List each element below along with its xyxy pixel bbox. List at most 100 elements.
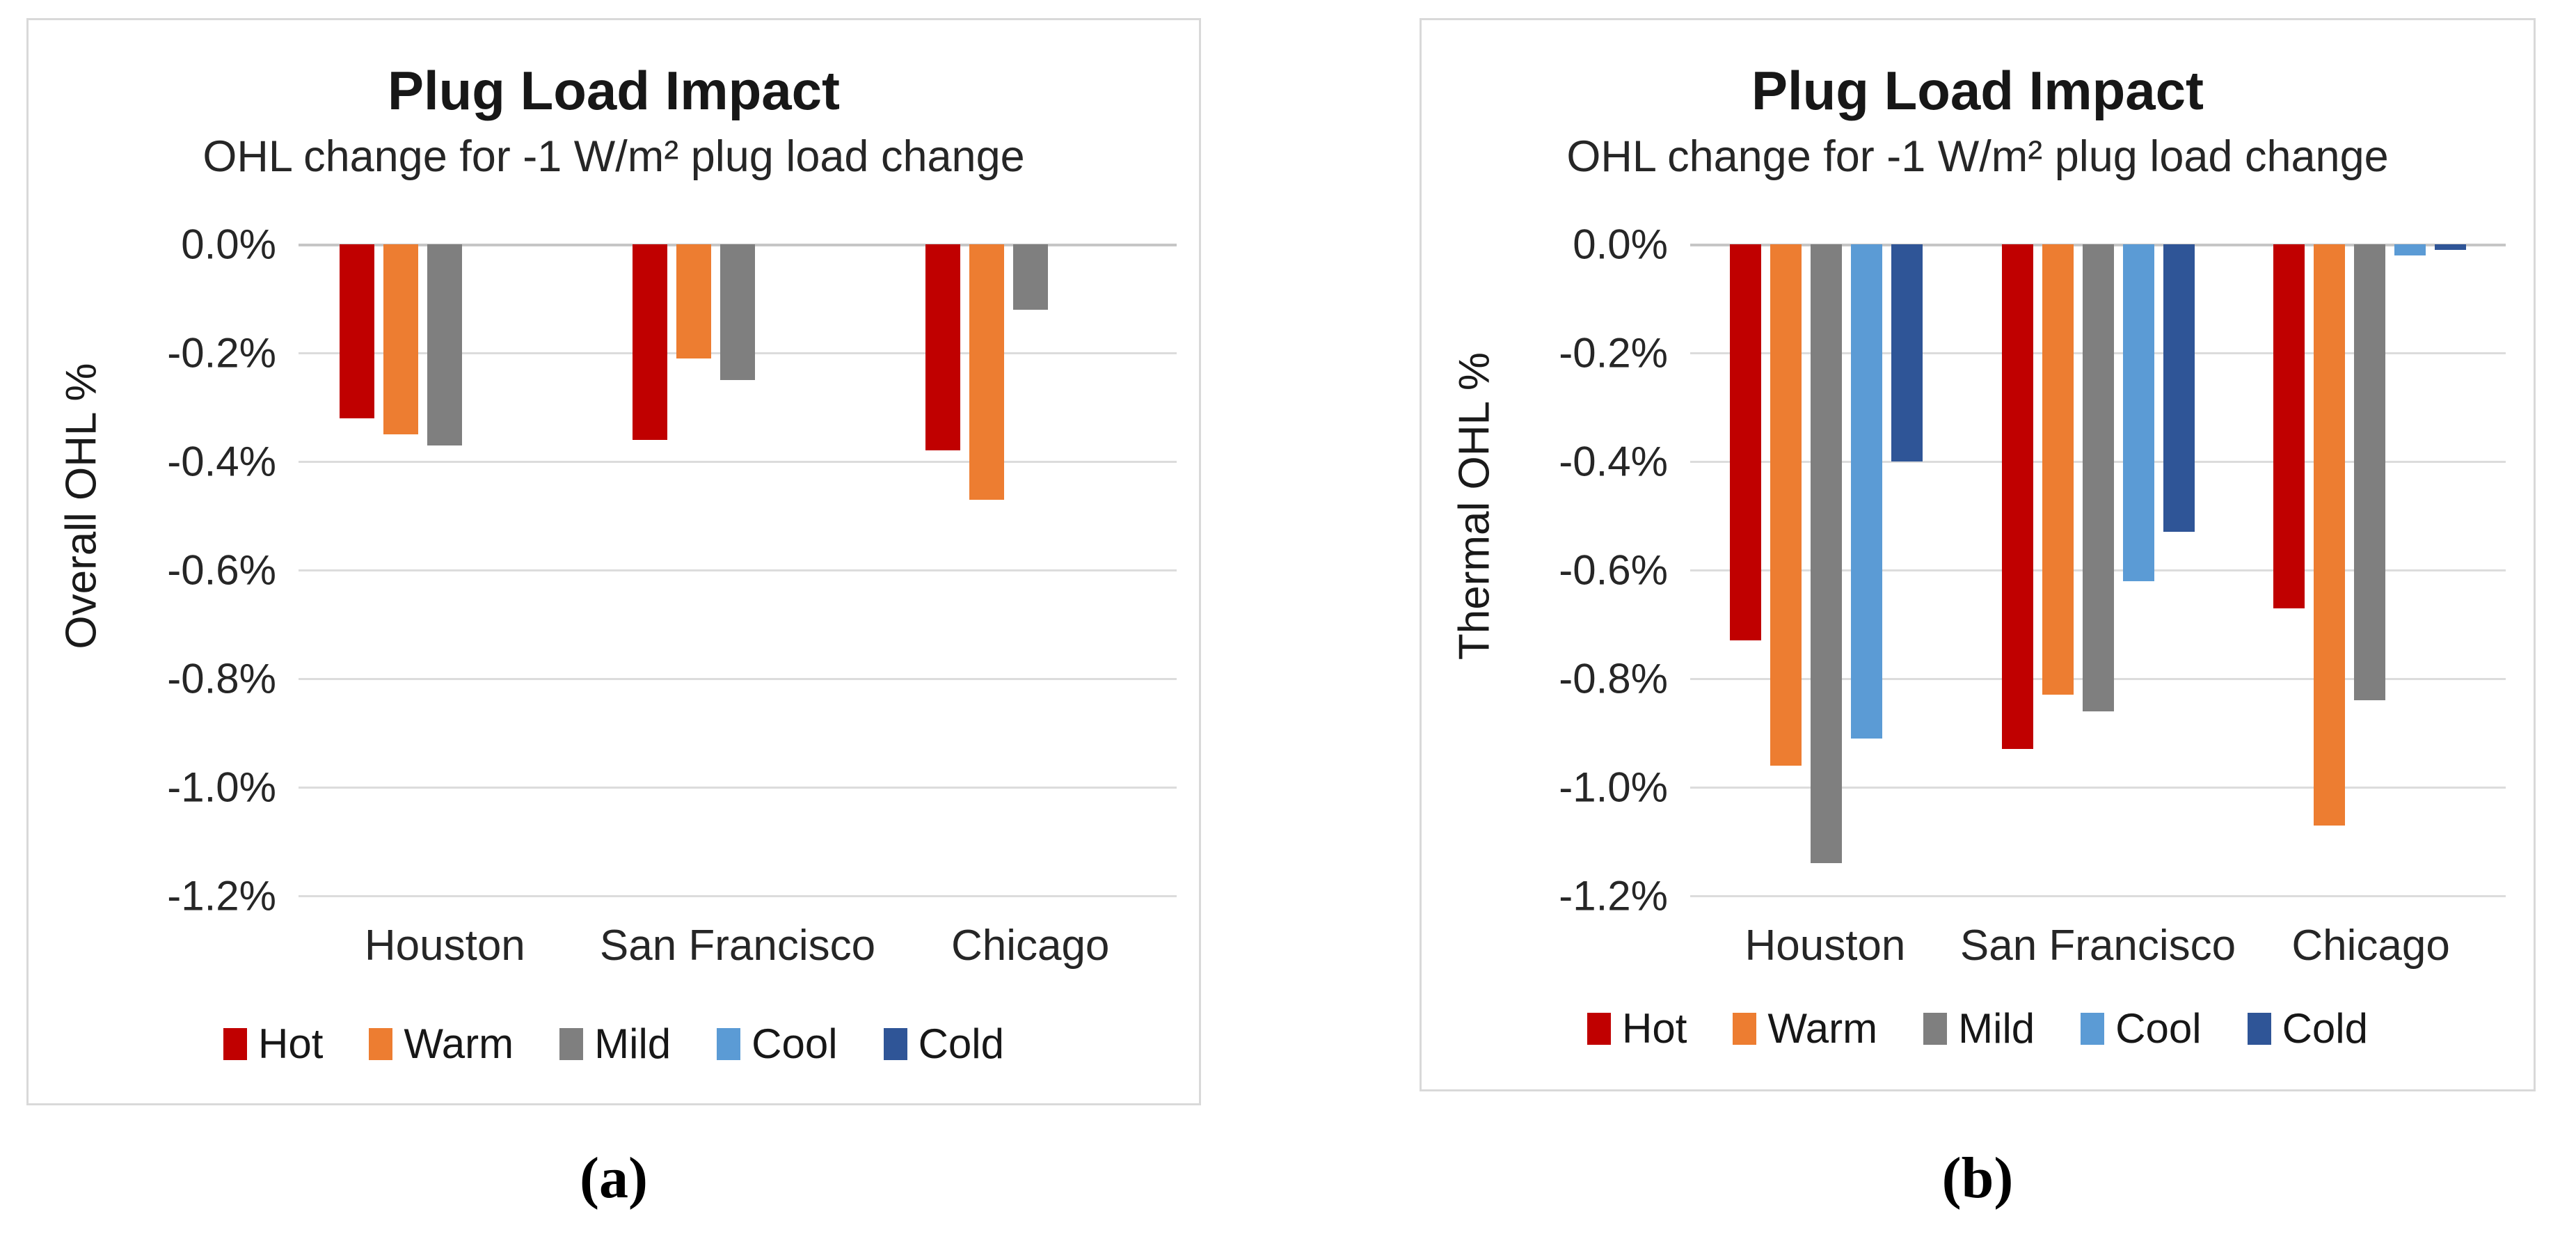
legend-label: Warm xyxy=(404,1020,514,1067)
legend-item-cold: Cold xyxy=(883,1020,1004,1068)
y-axis-title: Overall OHL % xyxy=(57,363,106,649)
legend-label: Cold xyxy=(2282,1005,2368,1052)
legend-swatch-icon xyxy=(223,1027,248,1060)
y-tick-label: -1.2% xyxy=(1559,872,1668,920)
y-tick-label: -0.6% xyxy=(167,546,276,594)
y-axis-title: Thermal OHL % xyxy=(1450,352,1499,661)
gridline xyxy=(299,461,1177,463)
plot-area: 0.0% -0.2% -0.4% -0.6% -0.8% -1.0% -1.2% Housto… xyxy=(1559,221,2506,970)
x-category-label: San Francisco xyxy=(1959,922,2236,970)
y-tick-label: 0.0% xyxy=(181,221,276,268)
bar-mild xyxy=(1810,244,1842,863)
y-tick-label: -0.4% xyxy=(167,438,276,485)
y-tick-label: -0.8% xyxy=(1559,655,1668,702)
y-tick-label: -0.8% xyxy=(167,655,276,702)
legend-item-cool: Cool xyxy=(717,1020,838,1068)
bar-hot xyxy=(925,244,960,450)
legend-item-warm: Warm xyxy=(1733,1004,1877,1052)
legend-label: Hot xyxy=(1622,1005,1687,1052)
legend: Hot Warm Mild Cool Cold xyxy=(1422,1004,2534,1052)
bar-cool xyxy=(2394,244,2426,255)
bar-warm xyxy=(383,244,419,434)
bar-hot xyxy=(633,244,667,440)
legend-swatch-icon xyxy=(369,1027,393,1060)
legend-swatch-icon xyxy=(2247,1012,2271,1045)
legend-item-hot: Hot xyxy=(1587,1004,1687,1052)
legend-item-cool: Cool xyxy=(2081,1004,2202,1052)
chart-title: Plug Load Impact xyxy=(387,60,841,121)
legend-swatch-icon xyxy=(717,1027,741,1060)
x-axis-labels: Houston San Francisco Chicago xyxy=(1690,921,2506,970)
chart-subtitle: OHL change for -1 W/m² plug load change xyxy=(202,132,1025,181)
bar-warm xyxy=(1770,244,1802,766)
x-category-label: Houston xyxy=(1744,922,1906,970)
gridline xyxy=(299,787,1177,789)
bar-mild xyxy=(720,244,755,380)
gridline xyxy=(299,895,1177,897)
bar-group-chicago xyxy=(2234,244,2506,896)
bar-hot xyxy=(1729,244,1761,640)
bar-mild xyxy=(2354,244,2386,700)
legend-label: Mild xyxy=(594,1020,671,1067)
chart-panel-a: Plug Load Impact OHL change for -1 W/m² … xyxy=(26,18,1201,1105)
bar-cool xyxy=(2122,244,2154,581)
legend-swatch-icon xyxy=(2081,1012,2105,1045)
bar-warm xyxy=(2042,244,2074,695)
legend-label: Hot xyxy=(258,1020,324,1067)
bar-group-san-francisco xyxy=(1962,244,2234,896)
legend-label: Cool xyxy=(752,1020,838,1067)
legend-item-hot: Hot xyxy=(223,1020,323,1068)
bar-cool xyxy=(1850,244,1882,739)
legend-item-cold: Cold xyxy=(2247,1004,2368,1052)
legend-swatch-icon xyxy=(1587,1012,1612,1045)
bar-hot xyxy=(2001,244,2033,749)
bar-warm xyxy=(969,244,1004,500)
bar-hot xyxy=(2273,244,2305,608)
legend-item-mild: Mild xyxy=(559,1020,671,1068)
legend-item-warm: Warm xyxy=(369,1020,514,1068)
y-tick-label: -0.4% xyxy=(1559,438,1668,485)
legend-item-mild: Mild xyxy=(1923,1004,2035,1052)
x-category-label: Chicago xyxy=(951,922,1110,970)
subfigure-label-a: (a) xyxy=(580,1146,648,1210)
legend-swatch-icon xyxy=(1733,1012,1757,1045)
chart-panel-b: Plug Load Impact OHL change for -1 W/m² … xyxy=(1420,18,2536,1091)
gridline xyxy=(1690,787,2506,789)
x-axis-labels: Houston San Francisco Chicago xyxy=(299,921,1177,970)
legend-swatch-icon xyxy=(1923,1012,1948,1045)
legend-label: Cold xyxy=(918,1020,1004,1067)
gridline xyxy=(299,569,1177,571)
chart-subtitle: OHL change for -1 W/m² plug load change xyxy=(1566,132,2389,181)
bar-group-houston xyxy=(1690,244,1962,896)
bar-group-san-francisco xyxy=(591,244,884,896)
y-tick-label: -0.2% xyxy=(167,329,276,377)
bar-group-houston xyxy=(299,244,591,896)
y-tick-label: 0.0% xyxy=(1573,221,1668,268)
y-tick-label: -1.2% xyxy=(167,872,276,920)
y-tick-label: -1.0% xyxy=(1559,764,1668,811)
bar-mild xyxy=(1012,244,1048,310)
bar-cold xyxy=(2163,244,2195,532)
bar-cold xyxy=(1891,244,1923,461)
bar-mild xyxy=(427,244,463,445)
bars-layer xyxy=(299,244,1177,896)
bars-layer xyxy=(1690,244,2506,896)
plot-area: 0.0% -0.2% -0.4% -0.6% -0.8% -1.0% -1.2% Housto… xyxy=(167,221,1177,970)
legend-label: Warm xyxy=(1767,1005,1878,1052)
y-tick-label: -0.6% xyxy=(1559,546,1668,594)
bar-warm xyxy=(676,244,711,358)
legend: Hot Warm Mild Cool Cold xyxy=(29,1020,1199,1068)
bar-group-chicago xyxy=(884,244,1177,896)
gridline xyxy=(1690,895,2506,897)
x-category-label: San Francisco xyxy=(599,922,876,970)
legend-swatch-icon xyxy=(883,1027,907,1060)
bar-warm xyxy=(2314,244,2346,826)
x-category-label: Chicago xyxy=(2291,922,2450,970)
legend-label: Cool xyxy=(2115,1005,2202,1052)
y-tick-label: -1.0% xyxy=(167,764,276,811)
x-category-label: Houston xyxy=(364,922,525,970)
legend-swatch-icon xyxy=(559,1027,584,1060)
y-tick-label: -0.2% xyxy=(1559,329,1668,377)
bar-mild xyxy=(2082,244,2114,711)
legend-label: Mild xyxy=(1958,1005,2035,1052)
